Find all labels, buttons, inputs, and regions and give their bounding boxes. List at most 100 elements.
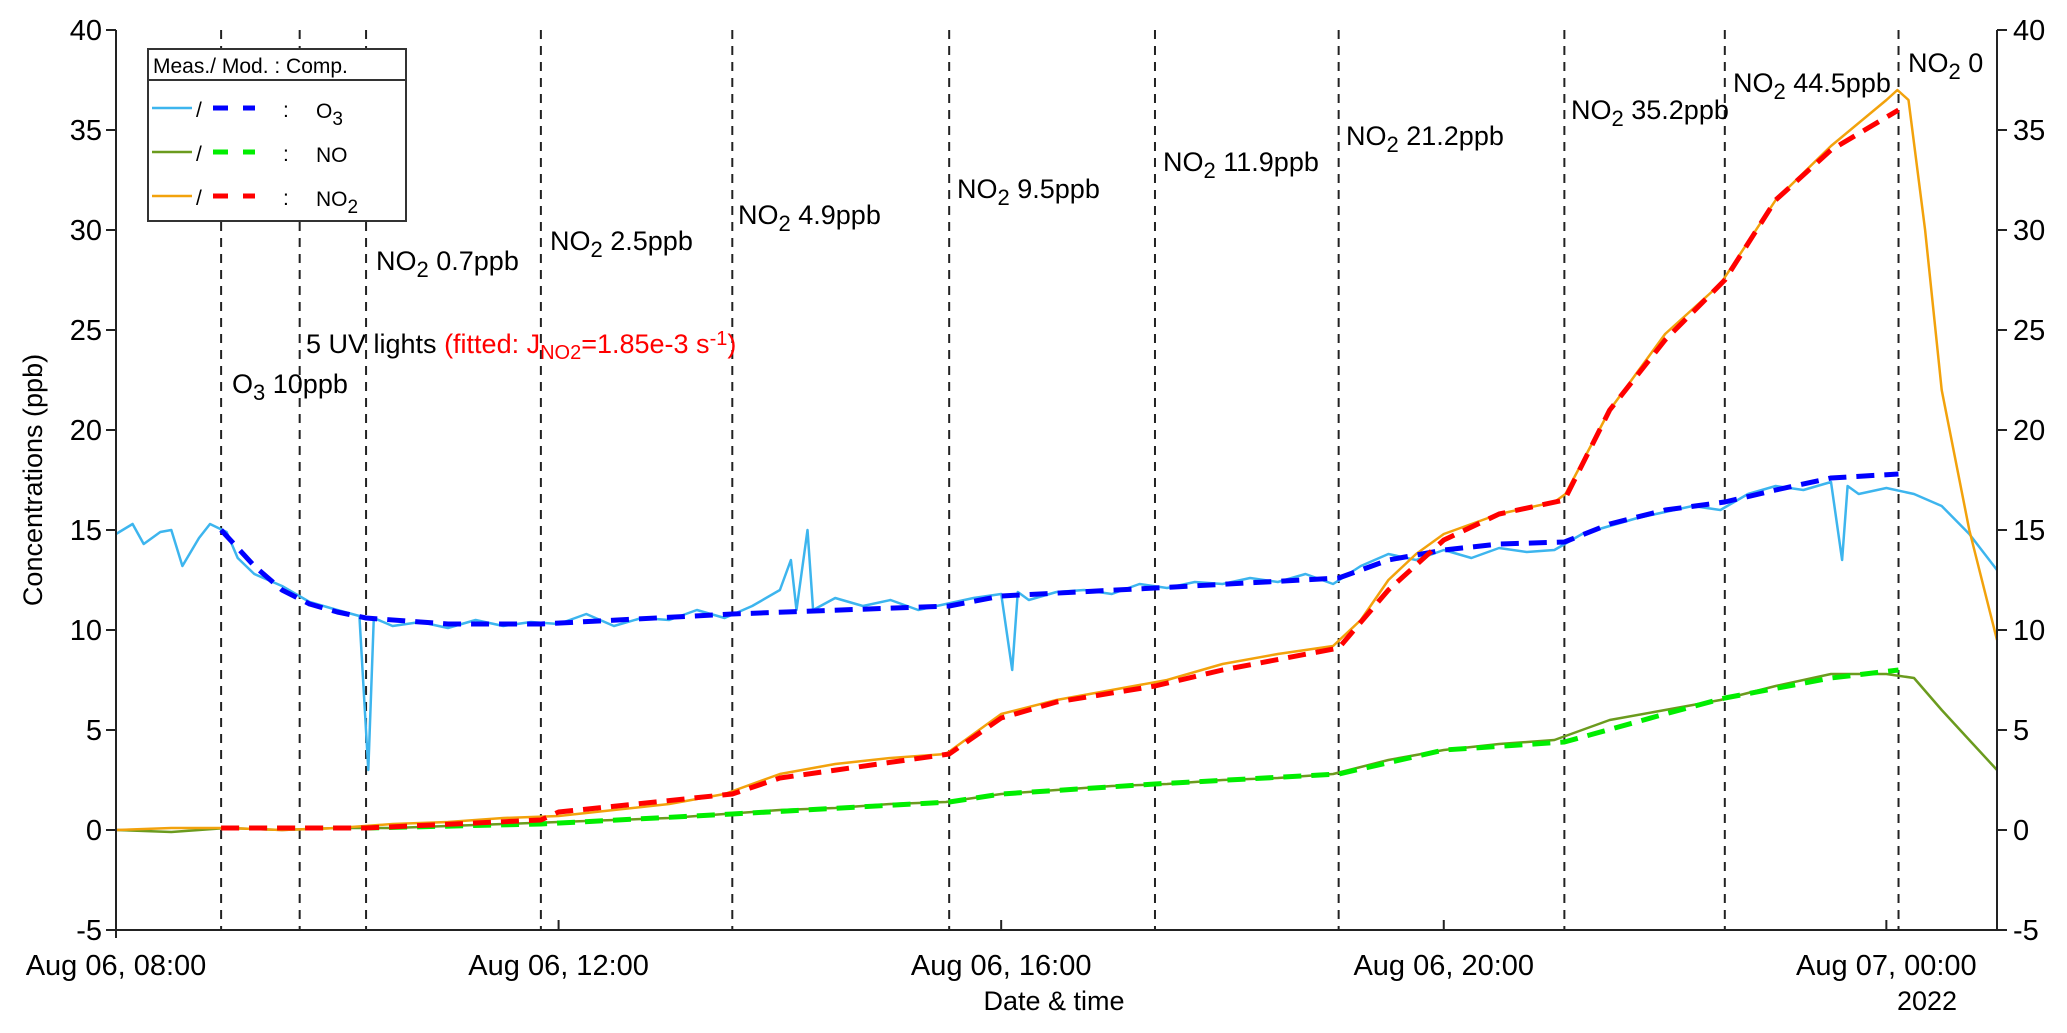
legend-compound-subscript: 3	[332, 109, 343, 130]
annotation-label: NO2 2.5ppb	[550, 226, 693, 262]
series-layer	[115, 88, 1999, 834]
annotation-subscript: 2	[1387, 132, 1399, 157]
annotation-main: NO	[1908, 48, 1949, 78]
annotation-subscript: 2	[417, 257, 429, 282]
x-tick-label: Aug 06, 12:00	[468, 950, 649, 982]
fit-superscript: -1	[710, 328, 728, 350]
annotation-main: NO	[1163, 147, 1204, 177]
event-lines	[220, 30, 1900, 930]
annotation-main: NO	[1571, 95, 1612, 125]
annotation-main: NO	[738, 200, 779, 230]
annotation-label: NO2 9.5ppb	[957, 174, 1100, 210]
legend-separator: /	[196, 143, 202, 166]
legend-colon: :	[283, 187, 289, 210]
o3-measured-line	[115, 480, 1998, 772]
annotation-main: NO	[376, 246, 417, 276]
no2-model-line	[221, 107, 1900, 831]
x-tick-label: Aug 06, 16:00	[911, 950, 1092, 982]
legend-compound-name: NO	[316, 188, 348, 211]
x-tick-label: Aug 06, 20:00	[1353, 950, 1534, 982]
fit-label: (fitted: J	[444, 329, 540, 359]
legend: Meas./ Mod. : Comp./: O3/: NO/: NO2	[147, 48, 407, 222]
annotation-label: O3 10ppb	[232, 369, 348, 405]
annotation-subscript: 2	[591, 237, 603, 262]
y-tick-label-right: 20	[2013, 415, 2045, 447]
legend-compound: O3	[316, 100, 343, 130]
y-tick-label-right: 40	[2013, 15, 2045, 47]
annotation-subscript: 3	[253, 380, 265, 405]
y-axis-label: Concentrations (ppb)	[18, 354, 48, 606]
annotation-value: 11.9ppb	[1216, 147, 1319, 177]
annotation-subscript: 2	[1204, 158, 1216, 183]
no-measured-line	[115, 672, 1998, 834]
year-label: 2022	[1897, 986, 1957, 1016]
y-tick-label-left: -5	[76, 915, 102, 947]
y-tick-label-right: 35	[2013, 115, 2045, 147]
annotation-label: NO2 21.2ppb	[1346, 121, 1504, 157]
no-model-line	[221, 667, 1899, 831]
y-tick-label-left: 30	[70, 215, 102, 247]
y-tick-label-right: 0	[2013, 815, 2029, 847]
y-tick-label-right: 15	[2013, 515, 2045, 547]
annotation-main: 5 UV lights	[306, 329, 444, 359]
y-tick-label-left: 20	[70, 415, 102, 447]
annotation-label: NO2 0.7ppb	[376, 246, 519, 282]
fit-subscript: NO2	[540, 342, 581, 364]
legend-separator: /	[196, 99, 202, 122]
annotation-label: 5 UV lights (fitted: JNO2=1.85e-3 s-1)	[306, 328, 736, 364]
annotation-value: 0	[1961, 48, 1984, 78]
annotation-main: O	[232, 369, 253, 399]
x-axis-label: Date & time	[983, 986, 1124, 1016]
y-tick-label-left: 15	[70, 515, 102, 547]
annotation-value: 4.9ppb	[791, 200, 881, 230]
fit-value: =1.85e-3 s	[581, 329, 709, 359]
y-tick-label-right: -5	[2013, 915, 2039, 947]
annotation-label: NO2 44.5ppb	[1733, 68, 1891, 104]
annotation-label: NO2 35.2ppb	[1571, 95, 1729, 131]
x-tick-label: Aug 07, 00:00	[1796, 950, 1977, 982]
y-tick-label-left: 25	[70, 315, 102, 347]
x-tick-label: Aug 06, 08:00	[26, 950, 207, 982]
legend-box	[147, 48, 407, 222]
annotation-main: NO	[1733, 68, 1774, 98]
annotation-value: 35.2ppb	[1624, 95, 1729, 125]
y-tick-label-right: 30	[2013, 215, 2045, 247]
y-tick-label-right: 5	[2013, 715, 2029, 747]
annotation-value: 9.5ppb	[1010, 174, 1100, 204]
legend-separator: /	[196, 187, 202, 210]
annotation-label: NO2 4.9ppb	[738, 200, 881, 236]
annotation-label: NO2 0	[1908, 48, 1983, 84]
legend-compound-name: NO	[316, 144, 348, 167]
legend-compound: NO	[316, 144, 348, 167]
annotation-subscript: 2	[998, 185, 1010, 210]
fit-close: )	[727, 329, 736, 359]
annotation-main: NO	[1346, 121, 1387, 151]
annotation-value: 0.7ppb	[429, 246, 519, 276]
annotation-value: 2.5ppb	[603, 226, 693, 256]
no2-measured-line	[115, 88, 1999, 832]
legend-colon: :	[283, 99, 289, 122]
y-tick-label-left: 40	[70, 15, 102, 47]
annotation-main: NO	[550, 226, 591, 256]
legend-colon: :	[283, 143, 289, 166]
legend-compound-subscript: 2	[348, 197, 359, 218]
y-tick-label-right: 10	[2013, 615, 2045, 647]
legend-compound-name: O	[316, 100, 332, 123]
y-tick-label-left: 0	[86, 815, 102, 847]
annotation-value: 21.2ppb	[1399, 121, 1504, 151]
legend-header: Meas./ Mod. : Comp.	[153, 55, 348, 78]
y-tick-label-right: 25	[2013, 315, 2045, 347]
y-tick-label-left: 35	[70, 115, 102, 147]
annotation-subscript: 2	[1949, 59, 1961, 84]
o3-model-line	[219, 471, 1899, 627]
annotation-subscript: 2	[779, 211, 791, 236]
annotation-main: NO	[957, 174, 998, 204]
annotation-subscript: 2	[1612, 106, 1624, 131]
annotation-label: NO2 11.9ppb	[1163, 147, 1319, 183]
annotation-value: 10ppb	[265, 369, 348, 399]
legend-compound: NO2	[316, 188, 358, 218]
y-tick-label-left: 5	[86, 715, 102, 747]
